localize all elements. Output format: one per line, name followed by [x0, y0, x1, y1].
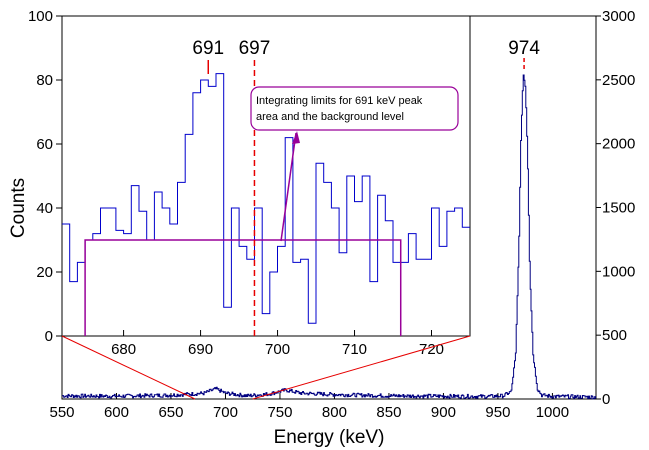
main-spectrum-line [62, 74, 597, 400]
x-tick-label: 850 [376, 404, 401, 421]
x-axis-title: Energy (keV) [274, 427, 385, 448]
inset-y-tick-label: 80 [36, 72, 53, 89]
inset-plot-frame [61, 15, 471, 337]
connector-left [61, 335, 196, 400]
annotation-box [250, 86, 459, 131]
x-tick-label: 550 [49, 404, 74, 421]
x-tick-label: 950 [485, 404, 510, 421]
x-tick-label: 1000 [536, 404, 569, 421]
x-tick-label: 900 [431, 404, 456, 421]
x-tick-label: 800 [322, 404, 347, 421]
inset-series [62, 73, 470, 324]
inset-y-tick-label: 40 [36, 200, 53, 217]
x-tick-label: 650 [158, 404, 183, 421]
integration-limits-box [84, 239, 402, 336]
y-right-tick-label: 2000 [602, 136, 635, 153]
inset-x-tick-label: 680 [111, 341, 136, 358]
main-series [62, 74, 597, 400]
inset-histogram-line [62, 73, 470, 324]
inset-x-tick-label: 690 [188, 341, 213, 358]
y-right-tick-label: 2500 [602, 72, 635, 89]
annotation-callout: Integrating limits for 691 keV peak area … [250, 86, 459, 242]
annotation-text-line: area and the background level [256, 111, 404, 123]
zoom-connector-lines [61, 335, 471, 400]
inset-y-tick-label: 20 [36, 264, 53, 281]
inset-x-tick-label: 710 [342, 341, 367, 358]
inset-y-tick-label: 0 [45, 328, 53, 345]
inset-y-tick-label: 60 [36, 136, 53, 153]
peak-691-label: 691 [192, 38, 224, 59]
x-tick-label: 600 [104, 404, 129, 421]
inset-x-tick-label: 700 [265, 341, 290, 358]
x-tick-label: 700 [213, 404, 238, 421]
main-axis-ticks: 550 600 650 700 750 800 850 900 950 1000 0 500 1000 1… [49, 8, 635, 421]
peak-697-label: 697 [239, 38, 271, 59]
peak-974-label: 974 [508, 38, 540, 59]
y-right-tick-label: 1000 [602, 263, 635, 280]
y-right-tick-label: 0 [602, 391, 610, 408]
annotation-arrow-head [292, 131, 300, 144]
annotation-arrow-shaft [280, 132, 297, 242]
x-tick-label: 750 [267, 404, 292, 421]
y-right-tick-label: 3000 [602, 8, 635, 25]
y-right-tick-label: 500 [602, 327, 627, 344]
inset-y-tick-label: 100 [28, 8, 53, 25]
y-axis-title: Counts [8, 178, 29, 238]
y-right-tick-label: 1500 [602, 200, 635, 217]
annotation-text-line: Integrating limits for 691 keV peak [256, 95, 423, 107]
integration-box [84, 239, 402, 336]
connector-right [252, 335, 471, 400]
